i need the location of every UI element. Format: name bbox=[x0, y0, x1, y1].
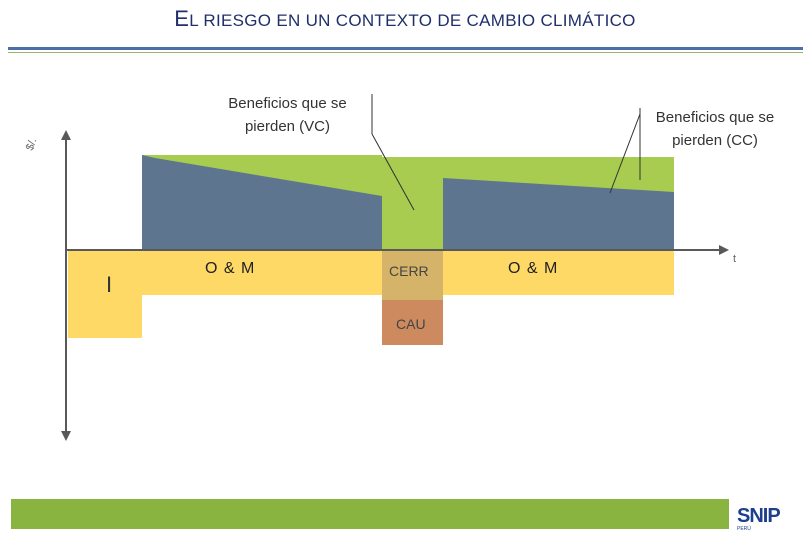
y-axis-arrow-down bbox=[61, 431, 71, 441]
y-axis-label: $/. bbox=[24, 137, 39, 153]
cau-block bbox=[382, 300, 443, 345]
investment-block bbox=[68, 250, 142, 338]
label-cerr: CERR bbox=[389, 263, 429, 279]
label-om-right: O & M bbox=[508, 260, 559, 277]
page-title: EL RIESGO EN UN CONTEXTO DE CAMBIO CLIMÁ… bbox=[0, 6, 810, 32]
om-band-left bbox=[142, 250, 382, 295]
pointer-cc-diag bbox=[609, 113, 641, 194]
y-axis-arrow-up bbox=[61, 130, 71, 140]
snip-logo: SNIP PERÚ bbox=[733, 500, 801, 534]
cerr-block bbox=[382, 250, 443, 300]
benefits-lost-gap bbox=[382, 157, 443, 250]
label-benefits-cc: Beneficios que se pierden (CC) bbox=[655, 109, 775, 149]
label-investment: I bbox=[106, 272, 113, 297]
title-rest: L RIESGO EN UN CONTEXTO DE CAMBIO CLIMÁT… bbox=[189, 11, 636, 30]
label-om-left: O & M bbox=[205, 260, 256, 277]
om-band-right bbox=[443, 250, 674, 295]
logo-text: SNIP bbox=[737, 505, 781, 527]
label-benefits-vc: Beneficios que se pierden (VC) bbox=[228, 95, 347, 135]
benefits-cc-right bbox=[443, 178, 674, 250]
x-axis-label: t bbox=[733, 253, 736, 265]
label-cau: CAU bbox=[396, 316, 426, 332]
logo-subtext: PERÚ bbox=[737, 526, 751, 532]
title-rule-thin bbox=[8, 52, 803, 53]
title-first-letter: E bbox=[174, 6, 190, 31]
footer-bar bbox=[11, 499, 729, 529]
benefits-cc-left bbox=[142, 155, 382, 250]
title-rule bbox=[8, 47, 803, 50]
pointer-vc-diag bbox=[371, 133, 415, 211]
x-axis-arrow bbox=[719, 245, 729, 255]
